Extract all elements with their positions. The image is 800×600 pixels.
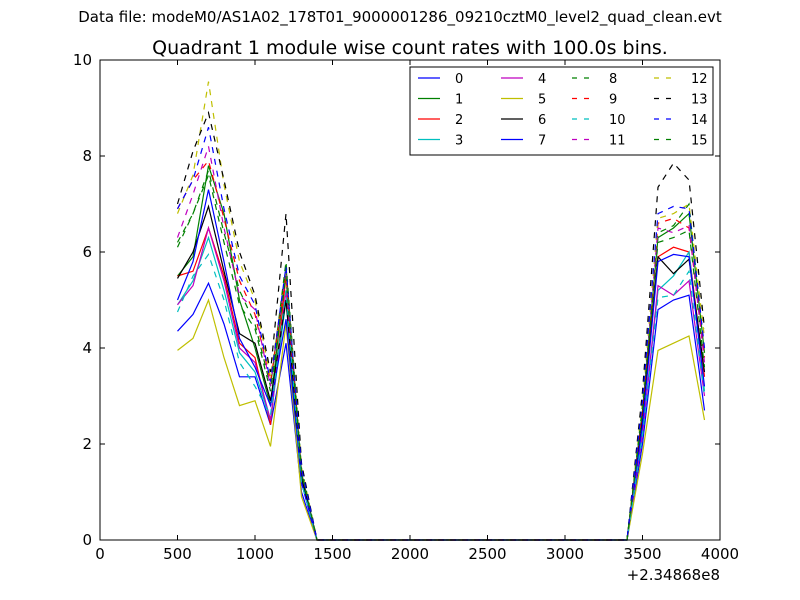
y-tick-label: 4 xyxy=(82,339,92,357)
legend-label-14: 14 xyxy=(691,113,708,128)
legend-label-5: 5 xyxy=(538,93,546,108)
legend-label-0: 0 xyxy=(455,72,463,87)
x-tick-label: 1000 xyxy=(236,545,274,563)
legend-label-10: 10 xyxy=(609,113,626,128)
y-tick-label: 0 xyxy=(82,531,92,549)
y-tick-label: 8 xyxy=(82,147,92,165)
x-tick-label: 3000 xyxy=(546,545,584,563)
legend-box xyxy=(409,66,714,156)
y-tick-label: 2 xyxy=(82,435,92,453)
series-line-1 xyxy=(177,165,706,541)
legend-label-3: 3 xyxy=(455,134,463,149)
series-line-0 xyxy=(177,281,706,541)
x-tick-label: 1500 xyxy=(313,545,351,563)
legend-label-2: 2 xyxy=(455,113,463,128)
series-line-2 xyxy=(177,226,706,541)
x-tick-label: 0 xyxy=(95,545,105,563)
x-tick-label: 2000 xyxy=(391,545,429,563)
data-file-caption: Data file: modeM0/AS1A02_178T01_90000012… xyxy=(78,8,722,26)
y-tick-label: 6 xyxy=(82,243,92,261)
series-line-5 xyxy=(177,298,706,541)
series-line-15 xyxy=(176,173,706,541)
series-line-4 xyxy=(177,225,706,541)
legend-label-9: 9 xyxy=(609,93,617,108)
x-tick-label: 4000 xyxy=(701,545,739,563)
x-tick-label: 3500 xyxy=(623,545,661,563)
legend-label-1: 1 xyxy=(455,93,463,108)
legend-label-12: 12 xyxy=(691,72,708,87)
legend-label-11: 11 xyxy=(609,134,626,149)
x-offset-label: +2.34868e8 xyxy=(627,566,720,584)
series-line-10 xyxy=(176,253,706,541)
series-line-13 xyxy=(176,110,706,541)
legend-label-13: 13 xyxy=(691,93,708,108)
x-tick-label: 500 xyxy=(163,545,192,563)
legend-label-6: 6 xyxy=(538,113,546,128)
chart-title: Quadrant 1 module wise count rates with … xyxy=(152,37,668,59)
x-tick-label: 2500 xyxy=(468,545,506,563)
series-line-6 xyxy=(176,204,706,541)
y-tick-label: 10 xyxy=(73,51,92,69)
legend-label-15: 15 xyxy=(691,134,708,149)
legend-label-4: 4 xyxy=(538,72,546,87)
series-line-11 xyxy=(176,146,706,541)
legend-label-8: 8 xyxy=(609,72,617,87)
legend-label-7: 7 xyxy=(538,134,546,149)
